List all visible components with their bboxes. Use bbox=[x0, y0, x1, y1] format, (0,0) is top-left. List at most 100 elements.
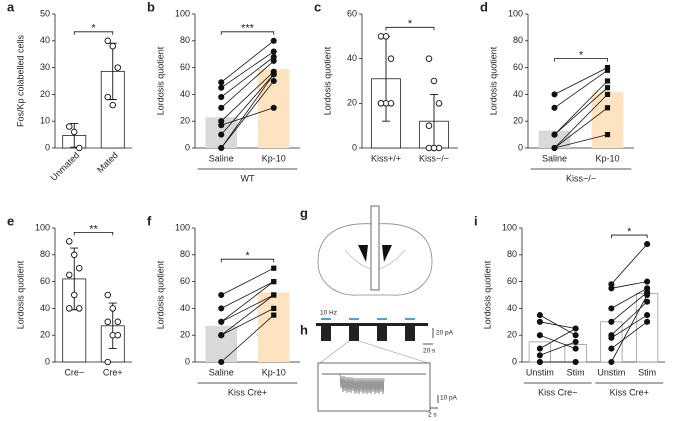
significance-label: * bbox=[627, 226, 632, 238]
pair-line bbox=[539, 341, 576, 356]
x-tick-label: Kiss+/+ bbox=[371, 153, 401, 163]
data-point bbox=[75, 144, 83, 152]
bar bbox=[538, 130, 571, 148]
data-point bbox=[536, 332, 543, 339]
pair-line bbox=[221, 308, 274, 336]
y-tick-label: 20 bbox=[40, 89, 50, 99]
y-tick-label: 100 bbox=[175, 222, 190, 232]
data-point bbox=[644, 298, 651, 305]
data-point bbox=[218, 131, 225, 138]
data-point bbox=[104, 291, 111, 299]
data-point bbox=[551, 131, 558, 138]
x-tick-label: Cre− bbox=[64, 367, 84, 377]
data-point bbox=[435, 100, 443, 107]
optic-fiber bbox=[370, 205, 380, 291]
panel-label: d bbox=[480, 0, 488, 14]
y-tick-label: 40 bbox=[40, 303, 50, 313]
data-point bbox=[218, 358, 225, 366]
trace bbox=[316, 323, 428, 326]
data-point bbox=[218, 305, 225, 312]
data-point bbox=[551, 91, 558, 98]
pair-line bbox=[221, 294, 274, 336]
data-point bbox=[65, 123, 73, 130]
y-tick-label: 10 bbox=[40, 116, 50, 126]
y-axis-title: Lordosis quotient bbox=[482, 260, 492, 329]
pair-line bbox=[221, 56, 274, 98]
scale-label: 10 pA bbox=[440, 395, 458, 402]
data-point bbox=[114, 331, 121, 339]
y-tick-label: 20 bbox=[513, 116, 523, 126]
y-tick-label: 80 bbox=[180, 249, 190, 259]
pair-line bbox=[611, 314, 648, 339]
data-point bbox=[536, 312, 543, 319]
y-tick-label: 0 bbox=[352, 142, 357, 152]
x-tick-label: Saline bbox=[209, 153, 234, 163]
data-point bbox=[218, 79, 225, 86]
y-axis-title: Lordosis quotient bbox=[155, 260, 165, 329]
y-tick-label: 40 bbox=[347, 53, 357, 63]
group-label: Kiss−/− bbox=[566, 173, 596, 183]
pair-line bbox=[220, 74, 275, 149]
y-tick-label: 40 bbox=[180, 89, 190, 99]
data-point bbox=[75, 305, 83, 312]
injection-site bbox=[358, 245, 368, 262]
panel-label: b bbox=[147, 0, 155, 14]
data-point bbox=[218, 104, 225, 111]
bar bbox=[258, 292, 290, 362]
data-point bbox=[104, 318, 111, 326]
y-tick-label: 100 bbox=[35, 222, 50, 232]
y-tick-label: 60 bbox=[347, 8, 357, 18]
data-point bbox=[271, 312, 277, 318]
x-tick-label: Unmated bbox=[48, 150, 81, 183]
y-tick-label: 80 bbox=[40, 249, 50, 259]
pair-line bbox=[611, 292, 648, 323]
significance-bracket bbox=[220, 258, 275, 263]
stimulus-label: 10 Hz bbox=[320, 310, 337, 317]
y-tick-label: 0 bbox=[45, 142, 50, 152]
data-point bbox=[104, 93, 111, 101]
data-point bbox=[644, 318, 651, 325]
pair-line bbox=[220, 71, 275, 122]
panel-label: c bbox=[314, 0, 321, 14]
scale-label: 2 s bbox=[428, 412, 437, 419]
y-tick-label: 40 bbox=[180, 303, 190, 313]
x-tick-label: Unstim bbox=[526, 367, 554, 377]
y-tick-label: 60 bbox=[513, 62, 523, 72]
data-point bbox=[271, 305, 277, 311]
data-point bbox=[644, 312, 651, 319]
x-tick-label: Saline bbox=[542, 153, 567, 163]
pair-line bbox=[539, 321, 576, 329]
panel-label: a bbox=[7, 0, 15, 14]
stimulus-bars bbox=[321, 318, 415, 320]
pair-line bbox=[220, 60, 275, 109]
y-axis-title: Lordosis quotient bbox=[322, 46, 332, 115]
data-point bbox=[572, 338, 579, 345]
x-tick-label: Kp-10 bbox=[595, 153, 619, 163]
data-point bbox=[218, 332, 225, 339]
x-tick-label: Kp-10 bbox=[262, 153, 286, 163]
pair-line bbox=[611, 294, 648, 363]
y-tick-label: 100 bbox=[175, 8, 190, 18]
data-point bbox=[387, 55, 395, 62]
pair-line bbox=[539, 328, 576, 349]
y-tick-label: 60 bbox=[180, 276, 190, 286]
data-point bbox=[604, 85, 611, 91]
y-axis-title: Lordosis quotient bbox=[488, 46, 498, 115]
pair-line bbox=[611, 301, 648, 336]
y-tick-label: 30 bbox=[40, 62, 50, 72]
data-point bbox=[270, 71, 277, 78]
x-tick-label: Stim bbox=[567, 367, 585, 377]
y-axis-title: Fos/Kp colabelled cells bbox=[15, 34, 25, 127]
data-point bbox=[536, 358, 543, 366]
data-point bbox=[604, 67, 611, 73]
significance-bracket bbox=[554, 58, 608, 62]
data-point bbox=[75, 264, 83, 272]
data-point bbox=[572, 358, 579, 366]
data-point bbox=[551, 104, 558, 111]
pair-line bbox=[554, 134, 608, 149]
y-tick-label: 20 bbox=[40, 330, 50, 340]
data-point bbox=[644, 291, 651, 299]
data-point bbox=[270, 57, 277, 64]
y-tick-label: 100 bbox=[508, 8, 523, 18]
data-point bbox=[65, 238, 73, 245]
